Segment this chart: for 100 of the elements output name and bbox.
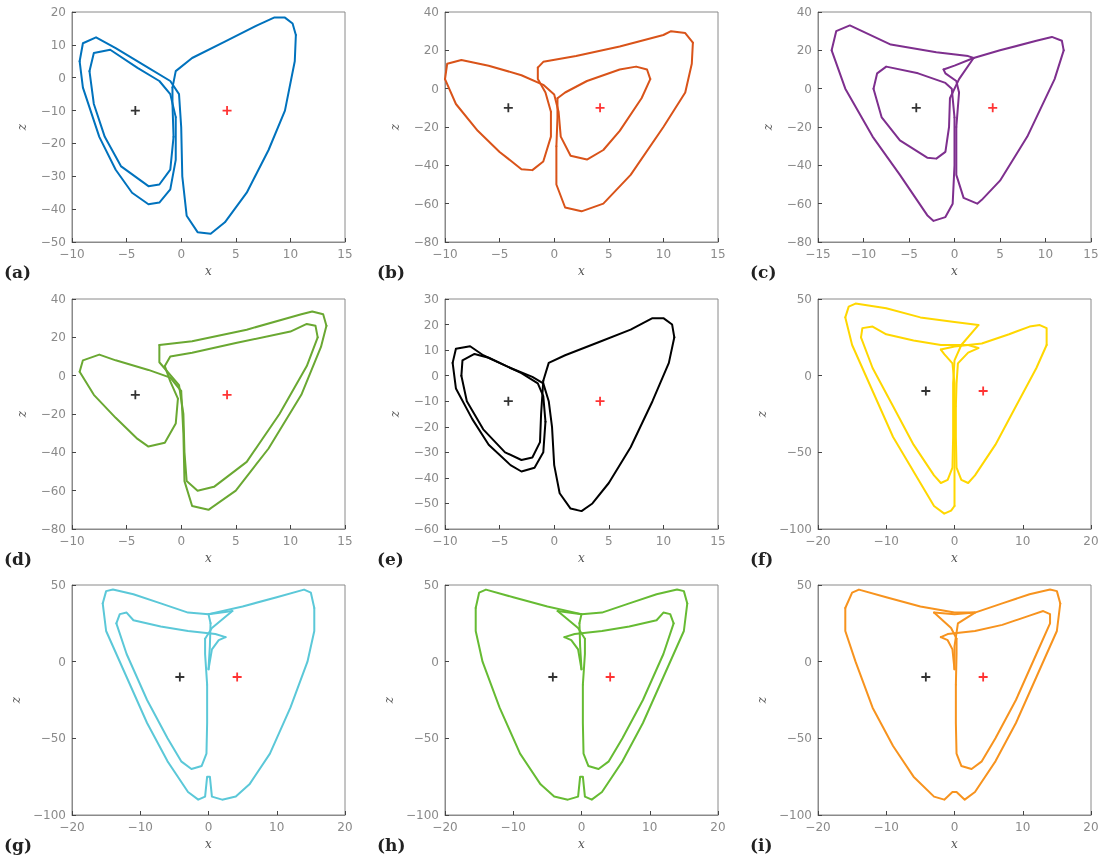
y-axis-title: z (388, 123, 402, 132)
y-tick-label: 0 (58, 654, 66, 669)
x-axis-title: x (578, 550, 586, 565)
text: (d) (4, 548, 32, 569)
y-axis-title: z (755, 409, 770, 418)
x-tick-label: 10 (655, 533, 672, 548)
y-tick-label: 0 (58, 368, 66, 383)
x-axis-title: x (578, 837, 586, 852)
y-tick-label: 40 (423, 5, 439, 19)
x-tick-label: 5 (996, 247, 1004, 261)
y-tick-label: −10 (40, 103, 66, 118)
x-tick-label: −10 (850, 247, 877, 261)
x-axis-title: x (951, 263, 959, 278)
y-tick-label: −50 (413, 731, 439, 746)
y-tick-label: 0 (804, 368, 812, 383)
y-tick-label: −60 (786, 196, 812, 211)
x-tick-label: 10 (642, 820, 658, 835)
x-tick-label: 20 (337, 820, 353, 835)
x-axis-title: x (205, 837, 213, 852)
y-tick-label: 0 (804, 654, 812, 669)
x-tick-label: 10 (282, 533, 299, 548)
y-tick-label: −60 (40, 483, 66, 498)
y-tick-label: 20 (50, 5, 66, 19)
y-axis-title: z (388, 409, 402, 418)
x-tick-label: 5 (231, 247, 240, 261)
y-tick-label: 0 (431, 368, 439, 383)
y-tick-label: −50 (786, 731, 812, 746)
y-tick-label: −100 (33, 808, 66, 823)
x-tick-label: −5 (490, 533, 509, 548)
x-tick-label: 10 (1037, 247, 1054, 261)
y-axis-title: z (15, 409, 29, 418)
text: (f) (750, 548, 774, 569)
x-tick-label: 15 (710, 247, 726, 261)
x-tick-label: 0 (577, 820, 586, 835)
x-tick-label: −10 (873, 820, 899, 835)
x-tick-label: −10 (873, 533, 899, 548)
x-tick-label: −5 (117, 247, 136, 261)
x-tick-label: 5 (604, 247, 613, 261)
y-tick-label: 10 (50, 37, 66, 52)
x-tick-label: 10 (269, 820, 285, 835)
y-tick-label: −60 (413, 521, 439, 536)
y-tick-label: 0 (431, 654, 439, 669)
y-axis-title: z (9, 696, 24, 705)
y-tick-label: −30 (413, 444, 439, 459)
y-tick-label: 10 (423, 342, 439, 357)
y-axis-title: z (382, 696, 397, 705)
text: (c) (750, 261, 777, 282)
y-tick-label: 40 (796, 5, 812, 19)
x-axis-title: x (205, 550, 213, 565)
x-tick-label: 15 (1083, 247, 1099, 261)
y-tick-label: −20 (413, 419, 439, 434)
y-tick-label: −80 (786, 235, 812, 249)
x-tick-label: 0 (550, 533, 559, 548)
x-axis-title: x (578, 263, 586, 278)
y-tick-label: −20 (40, 136, 66, 151)
y-tick-label: −40 (786, 158, 812, 173)
x-tick-label: −5 (900, 247, 918, 261)
text: (a) (4, 261, 32, 282)
text: (b) (377, 261, 405, 282)
text: (g) (4, 834, 32, 855)
y-tick-label: 0 (431, 81, 439, 96)
y-tick-label: −80 (40, 521, 66, 536)
y-tick-label: 20 (423, 43, 439, 58)
y-tick-label: −50 (786, 444, 812, 459)
y-tick-label: −30 (40, 169, 66, 184)
x-tick-label: −15 (805, 247, 831, 261)
x-tick-label: 20 (710, 820, 726, 835)
x-axis-title: x (205, 263, 213, 278)
x-tick-label: −10 (127, 820, 153, 835)
x-tick-label: −5 (490, 247, 509, 261)
y-tick-label: 50 (50, 578, 66, 593)
x-tick-label: 15 (710, 533, 726, 548)
y-tick-label: −60 (413, 196, 439, 211)
y-tick-label: 50 (796, 291, 812, 306)
y-tick-label: 0 (58, 70, 66, 85)
x-tick-label: 15 (337, 247, 353, 261)
x-tick-label: 10 (1015, 820, 1031, 835)
text: (e) (377, 548, 404, 569)
x-axis-title: x (951, 837, 959, 852)
x-tick-label: 0 (177, 247, 186, 261)
y-tick-label: 30 (423, 291, 439, 306)
y-tick-label: −40 (413, 470, 439, 485)
y-tick-label: −100 (779, 521, 812, 536)
y-tick-label: 40 (50, 291, 66, 306)
x-tick-label: 15 (337, 533, 353, 548)
x-tick-label: 20 (1083, 820, 1099, 835)
x-tick-label: 0 (177, 533, 186, 548)
x-tick-label: 0 (550, 247, 559, 261)
y-tick-label: 50 (796, 578, 812, 593)
x-tick-label: 0 (950, 820, 959, 835)
y-tick-label: −40 (40, 444, 66, 459)
x-tick-label: 0 (204, 820, 213, 835)
y-tick-label: 20 (796, 43, 812, 58)
y-tick-label: −50 (40, 731, 66, 746)
y-axis-title: z (15, 123, 29, 132)
y-tick-label: −10 (413, 393, 439, 408)
y-axis-title: z (761, 123, 775, 132)
x-tick-label: 5 (604, 533, 613, 548)
y-tick-label: −100 (779, 808, 812, 823)
x-axis-title: x (951, 550, 959, 565)
